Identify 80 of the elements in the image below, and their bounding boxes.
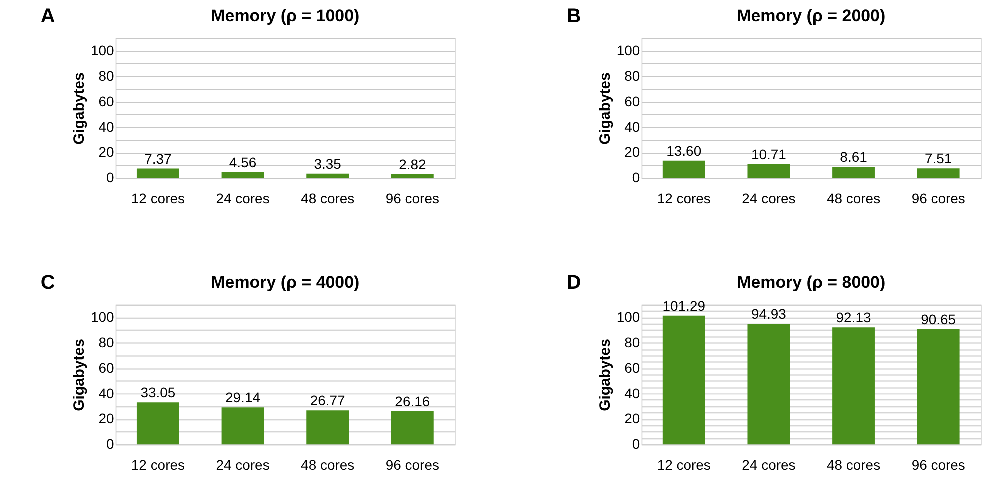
text: C: [40, 272, 56, 294]
y-tick-label: 40: [624, 385, 640, 402]
x-tick-label: 48 cores: [826, 457, 881, 474]
y-axis-title: Gigabytes: [596, 339, 614, 412]
data-label: 7.51: [925, 150, 952, 167]
x-tick-label: 48 cores: [301, 457, 355, 474]
x-tick-label: 12 cores: [657, 190, 711, 207]
text: A: [40, 5, 56, 28]
y-tick-label: 0: [106, 436, 114, 452]
data-label: 7.37: [144, 150, 172, 167]
x-tick-label: 12 cores: [131, 190, 185, 207]
y-axis-title: Gigabytes: [70, 339, 88, 412]
y-tick-label: 60: [98, 93, 114, 110]
x-tick-label: 48 cores: [301, 190, 355, 207]
bar: [222, 408, 264, 445]
x-tick-label: 12 cores: [131, 457, 185, 474]
bar: [917, 168, 960, 178]
x-tick-label: 96 cores: [386, 457, 440, 474]
y-tick-label: 60: [98, 360, 114, 376]
bar: [391, 411, 434, 445]
y-tick-label: 60: [624, 360, 640, 376]
text: B: [566, 5, 582, 28]
y-tick-label: 40: [98, 118, 114, 135]
data-label: 10.71: [751, 146, 787, 163]
chart-title: Memory (ρ = 1000): [211, 6, 360, 26]
y-tick-label: 60: [624, 93, 640, 110]
data-label: 92.13: [836, 310, 872, 326]
chart-title: Memory (ρ = 4000): [211, 272, 360, 292]
bar: [136, 402, 180, 445]
data-label: 101.29: [662, 298, 706, 314]
y-tick-label: 20: [624, 144, 640, 160]
y-tick-label: 100: [616, 42, 640, 59]
y-tick-label: 40: [98, 385, 114, 402]
x-tick-label: 24 cores: [216, 457, 270, 474]
y-tick-label: 20: [624, 410, 640, 427]
chart-title: Memory (ρ = 8000): [737, 272, 886, 292]
x-tick-label: 24 cores: [742, 190, 796, 207]
data-label: 94.93: [751, 306, 787, 322]
bar: [748, 164, 790, 178]
data-label: 2.82: [399, 156, 426, 173]
y-tick-label: 80: [98, 68, 114, 84]
data-label: 8.61: [840, 149, 868, 166]
bar: [832, 328, 875, 445]
data-label: 26.16: [395, 393, 430, 410]
y-tick-label: 20: [98, 410, 114, 427]
x-tick-label: 48 cores: [826, 190, 881, 207]
y-tick-label: 100: [90, 309, 114, 326]
y-tick-label: 80: [624, 68, 640, 84]
x-tick-label: 24 cores: [742, 457, 796, 474]
chart-title: Memory (ρ = 2000): [737, 6, 886, 26]
data-label: 90.65: [921, 311, 956, 328]
data-label: 3.35: [314, 156, 342, 172]
y-axis-title: Gigabytes: [70, 72, 88, 145]
y-axis-title: Gigabytes: [596, 72, 614, 145]
data-label: 33.05: [140, 384, 176, 401]
y-tick-label: 0: [632, 436, 640, 452]
x-tick-label: 12 cores: [657, 457, 711, 474]
y-tick-label: 20: [98, 144, 114, 160]
x-tick-label: 24 cores: [216, 190, 270, 207]
y-tick-label: 80: [624, 334, 640, 350]
y-tick-label: 0: [106, 170, 114, 186]
bar: [662, 160, 706, 178]
y-tick-label: 100: [90, 42, 114, 59]
bar: [662, 316, 706, 445]
bar: [832, 167, 875, 178]
data-label: 29.14: [226, 390, 261, 406]
y-tick-label: 80: [98, 334, 114, 350]
text: D: [566, 272, 582, 294]
y-tick-label: 100: [616, 309, 640, 326]
bar: [748, 324, 790, 445]
x-tick-label: 96 cores: [386, 190, 440, 207]
bar: [306, 410, 350, 445]
x-tick-label: 96 cores: [912, 190, 966, 207]
data-label: 26.77: [310, 392, 346, 409]
data-label: 4.56: [229, 154, 257, 170]
bar: [917, 329, 960, 445]
x-tick-label: 96 cores: [912, 457, 966, 474]
y-tick-label: 40: [624, 118, 640, 135]
data-label: 13.60: [666, 142, 702, 159]
y-tick-label: 0: [632, 170, 640, 186]
